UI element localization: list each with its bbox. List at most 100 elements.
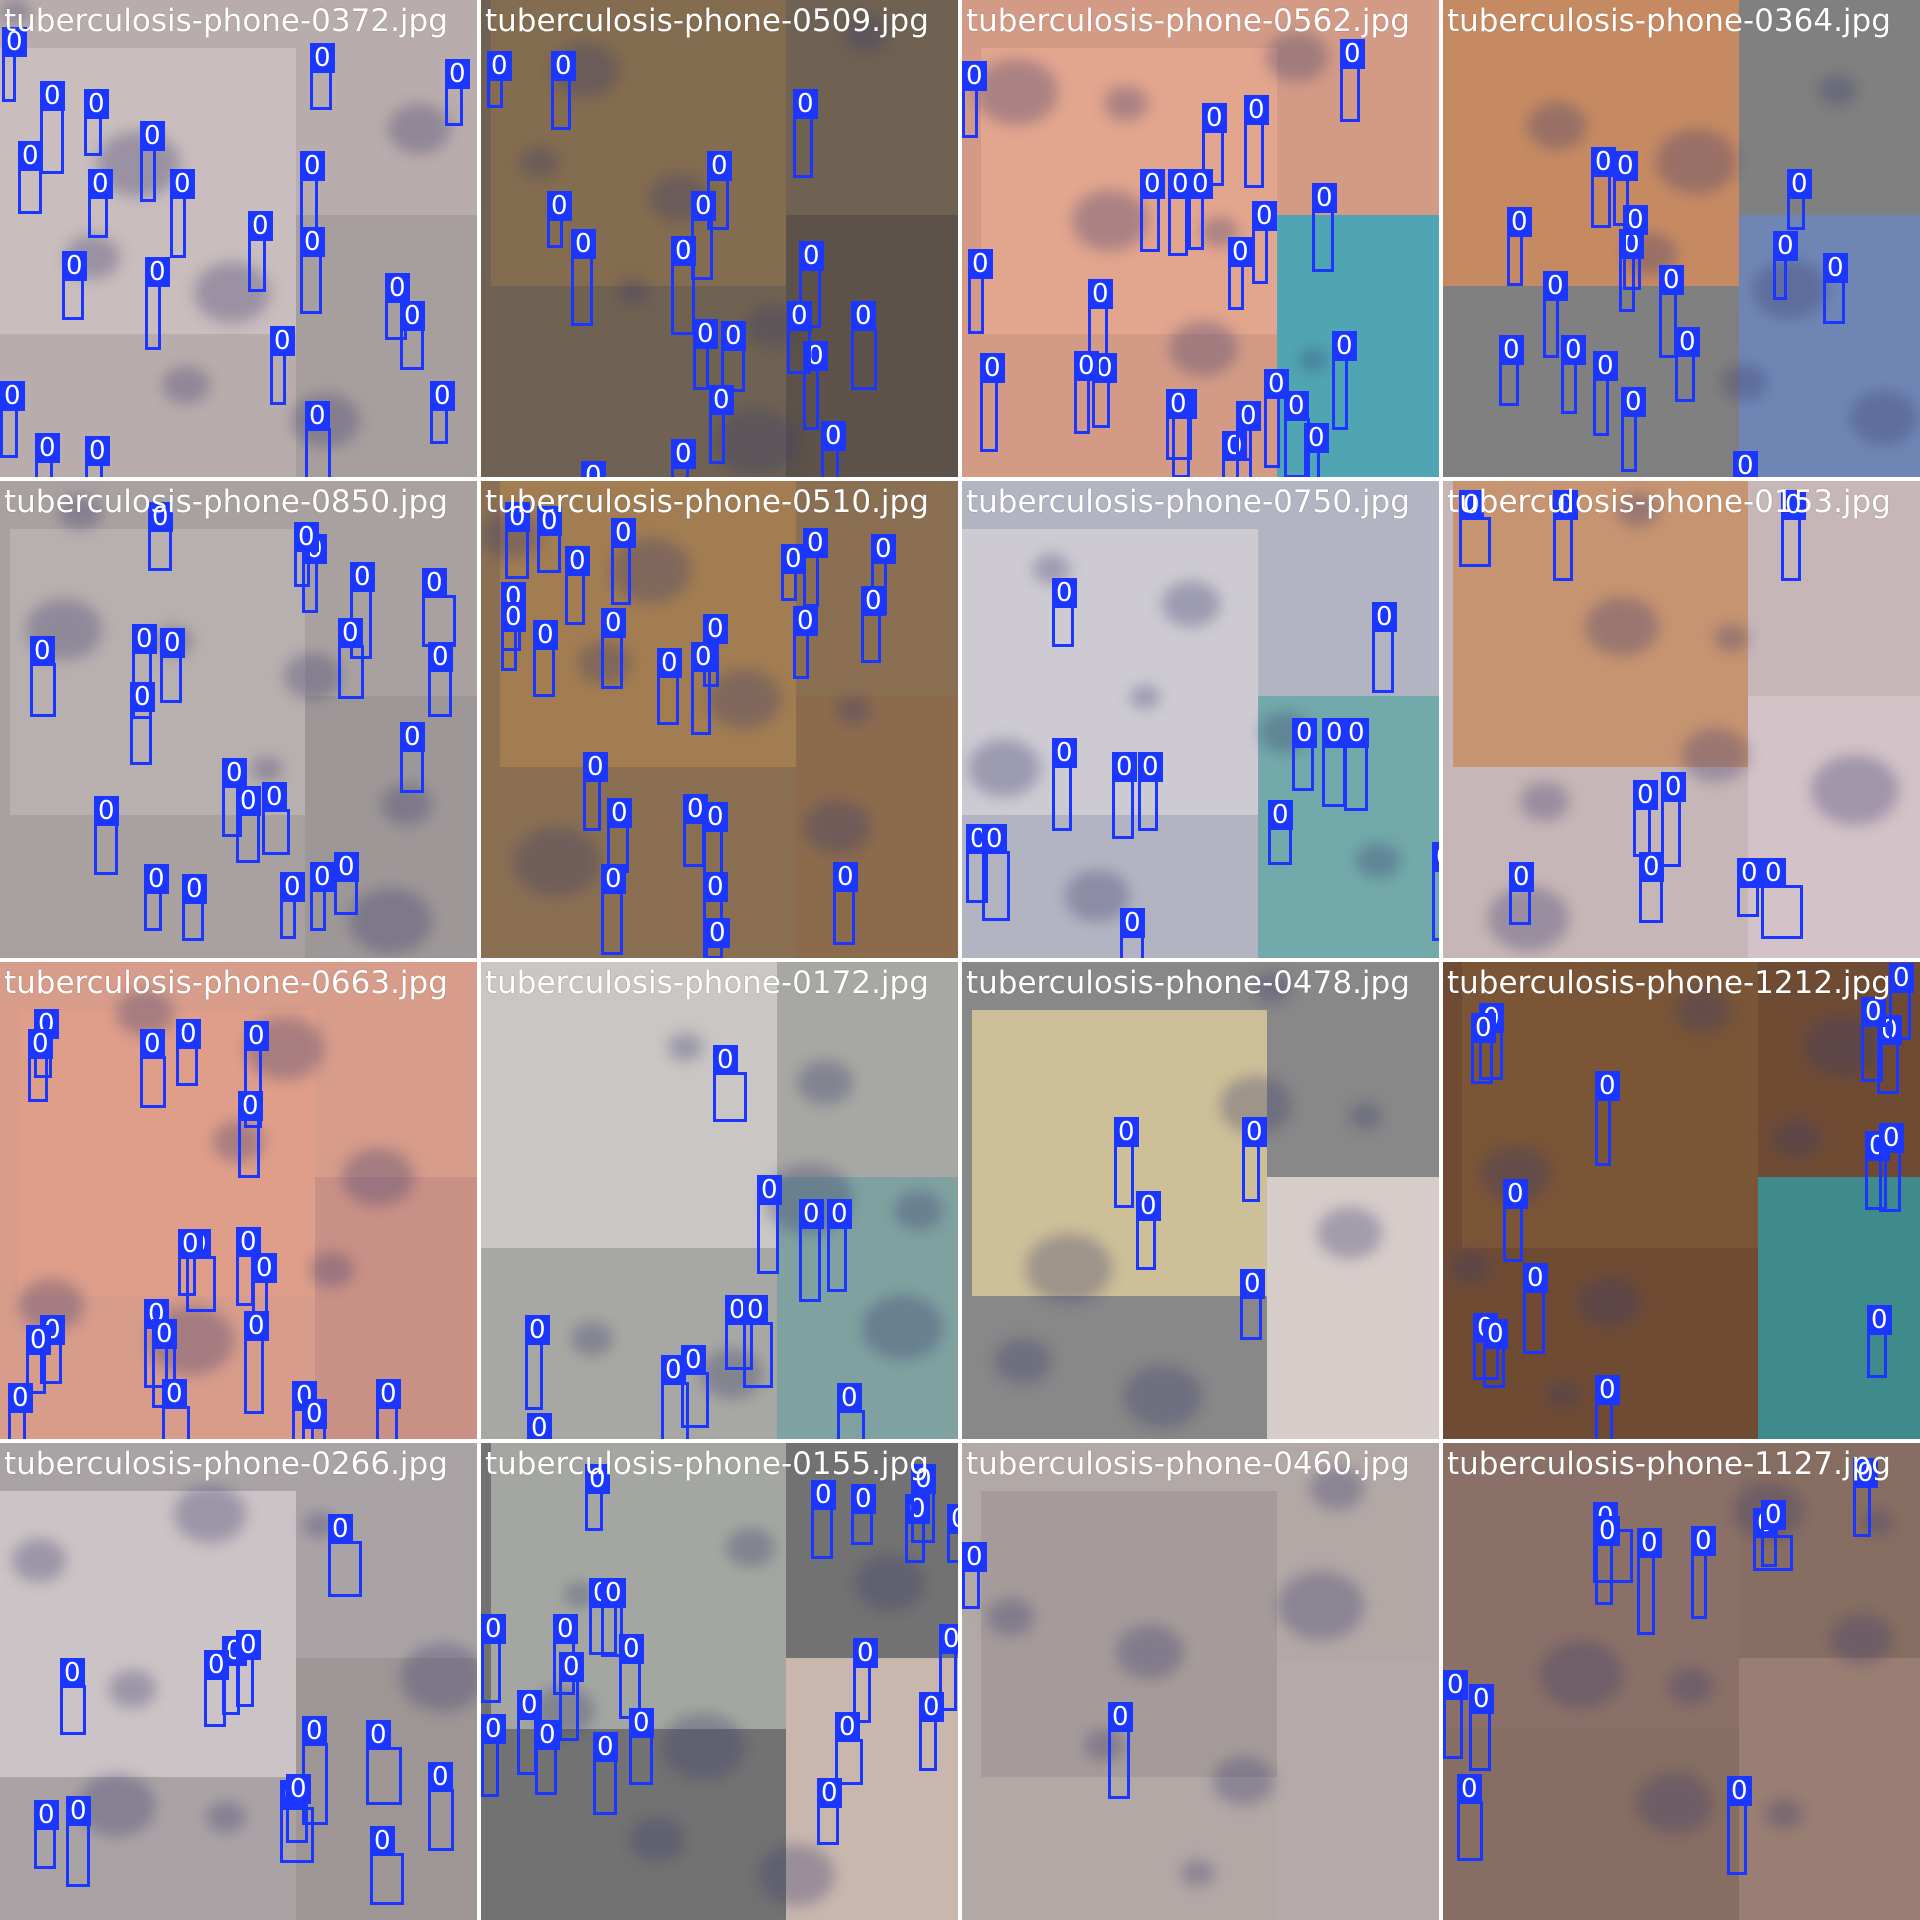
stain-blob xyxy=(1116,1625,1184,1680)
stain-blob xyxy=(1850,391,1917,445)
class-label: 0 xyxy=(1691,1526,1716,1556)
detection-box: 0 xyxy=(252,1253,277,1322)
stain-blob xyxy=(1656,129,1737,194)
detection-box: 0 xyxy=(302,1399,327,1439)
class-label: 0 xyxy=(1543,271,1568,301)
stain-blob xyxy=(1266,32,1328,82)
class-label: 0 xyxy=(152,1319,177,1349)
class-label: 0 xyxy=(62,251,87,281)
detection-box: 0 xyxy=(286,1774,311,1843)
class-label: 0 xyxy=(691,191,716,221)
detection-box: 0 xyxy=(140,121,165,202)
detection-box: 0 xyxy=(1639,852,1664,923)
class-label: 0 xyxy=(1120,908,1145,938)
detection-box: 0 xyxy=(445,59,470,126)
class-label: 0 xyxy=(481,1714,506,1744)
detection-box: 0 xyxy=(1304,423,1329,477)
class-label: 0 xyxy=(1737,858,1762,888)
detection-box: 0 xyxy=(1372,602,1397,693)
class-label: 0 xyxy=(581,461,606,477)
image-panel xyxy=(1748,695,1920,958)
class-label: 0 xyxy=(1188,169,1213,199)
class-label: 0 xyxy=(1114,1117,1139,1147)
stain-blob xyxy=(1349,1103,1382,1130)
stain-blob xyxy=(1298,348,1328,372)
class-label: 0 xyxy=(1140,169,1165,199)
detection-box: 0 xyxy=(1268,800,1293,865)
detection-box: 0 xyxy=(1344,718,1369,811)
class-label: 0 xyxy=(1202,103,1227,133)
stain-blob xyxy=(116,990,174,1037)
class-label: 0 xyxy=(980,353,1005,383)
detection-box: 0 xyxy=(1188,169,1213,250)
stain-blob xyxy=(968,739,1040,797)
class-label: 0 xyxy=(1593,351,1618,381)
stain-blob xyxy=(1539,1641,1623,1709)
detection-box: 0 xyxy=(334,852,359,915)
stain-blob xyxy=(843,16,889,53)
class-label: 0 xyxy=(707,151,732,181)
detection-box: 0 xyxy=(481,1714,506,1797)
class-label: 0 xyxy=(1108,1702,1133,1732)
class-label: 0 xyxy=(238,1091,263,1121)
class-label: 0 xyxy=(693,319,718,349)
stain-blob xyxy=(162,366,210,405)
detection-box: 0 xyxy=(585,1464,610,1531)
detection-box: 0 xyxy=(593,1732,618,1815)
detection-box: 0 xyxy=(1457,1774,1483,1861)
class-label: 0 xyxy=(1659,265,1684,295)
class-label: 0 xyxy=(1372,602,1397,632)
class-label: 0 xyxy=(170,169,195,199)
image-filename: tuberculosis-phone-0562.jpg xyxy=(966,3,1410,39)
class-label: 0 xyxy=(182,874,207,904)
detection-box: 0 xyxy=(132,624,157,719)
detection-box: 0 xyxy=(204,1650,229,1727)
stain-blob xyxy=(513,827,601,898)
detection-box: 0 xyxy=(262,782,290,855)
stain-blob xyxy=(1818,75,1857,107)
detection-box: 0 xyxy=(1228,237,1253,310)
class-label: 0 xyxy=(294,522,319,552)
class-label: 0 xyxy=(445,59,470,89)
class-label: 0 xyxy=(743,1295,768,1325)
stain-blob xyxy=(797,1060,853,1105)
detection-box: 0 xyxy=(140,1029,166,1108)
image-panel xyxy=(19,1009,315,1296)
class-label: 0 xyxy=(60,1658,85,1688)
detection-box: 0 xyxy=(1691,1526,1716,1619)
stain-blob xyxy=(342,1148,414,1206)
detection-box: 0 xyxy=(962,61,987,138)
class-label: 0 xyxy=(837,1383,862,1413)
detection-box: 0 xyxy=(1543,271,1568,358)
class-label: 0 xyxy=(1675,327,1700,357)
detection-box: 0 xyxy=(803,341,828,430)
detection-box: 0 xyxy=(236,1227,261,1306)
detection-box: 0 xyxy=(370,1826,404,1905)
class-label: 0 xyxy=(851,1484,876,1514)
detection-box: 0 xyxy=(1112,752,1137,839)
image-filename: tuberculosis-phone-0266.jpg xyxy=(4,1446,448,1482)
class-label: 0 xyxy=(428,642,453,672)
class-label: 0 xyxy=(160,628,185,658)
class-label: 0 xyxy=(1052,738,1077,768)
detection-box: 0 xyxy=(1140,169,1165,252)
detection-box: 0 xyxy=(811,1480,836,1559)
class-label: 0 xyxy=(565,546,590,576)
class-label: 0 xyxy=(861,586,886,616)
detection-box: 0 xyxy=(1853,1458,1878,1537)
detection-box: 0 xyxy=(328,1514,362,1597)
class-label: 0 xyxy=(334,852,359,882)
image-tile: tuberculosis-phone-0850.jpg 0 0 0 0 0 0 0 0 0 0 0 0 0… xyxy=(0,481,477,958)
class-label: 0 xyxy=(571,229,596,259)
detection-box: 0 xyxy=(176,1019,201,1086)
class-label: 0 xyxy=(148,502,173,532)
class-label: 0 xyxy=(671,236,696,266)
detection-box: 0 xyxy=(366,1720,402,1805)
class-label: 0 xyxy=(968,249,993,279)
class-label: 0 xyxy=(811,1480,836,1510)
class-label: 0 xyxy=(721,321,746,351)
class-label: 0 xyxy=(400,301,425,331)
detection-box: 0 xyxy=(671,236,696,335)
class-label: 0 xyxy=(1340,39,1365,69)
image-panel xyxy=(1443,0,1739,287)
